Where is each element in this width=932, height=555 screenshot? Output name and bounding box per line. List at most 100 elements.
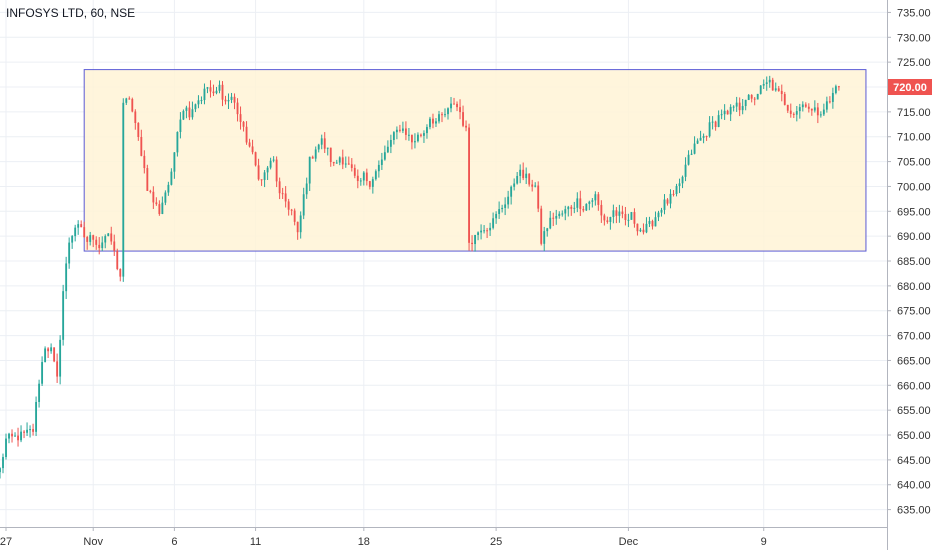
candle	[338, 156, 341, 166]
candle	[513, 178, 516, 191]
candle-body	[188, 107, 191, 118]
candle	[732, 105, 735, 112]
candle-body	[789, 110, 792, 114]
candle-body	[813, 107, 816, 111]
candle-body	[513, 183, 516, 187]
candle	[56, 353, 59, 383]
candle-body	[248, 142, 251, 147]
candle	[83, 221, 86, 238]
candle	[179, 112, 182, 139]
candle-body	[549, 217, 552, 229]
time-axis[interactable]: 27 Nov 6 11 18 25 Dec 9	[0, 527, 887, 550]
price-tick-label: 665.00	[897, 355, 931, 367]
candle-body	[783, 94, 786, 105]
candle-body	[56, 361, 59, 377]
candle	[98, 237, 101, 255]
candle	[248, 138, 251, 148]
candle	[735, 96, 738, 112]
candle	[386, 140, 389, 154]
candle	[810, 108, 813, 116]
candle-body	[792, 113, 795, 115]
candle-body	[86, 237, 89, 242]
candle-body	[170, 171, 173, 185]
candle	[185, 105, 188, 119]
candle	[696, 138, 699, 145]
candle	[552, 212, 555, 227]
candle	[53, 347, 56, 363]
last-price-badge	[888, 79, 932, 96]
candle	[356, 169, 359, 189]
chart-title: INFOSYS LTD, 60, NSE	[6, 6, 136, 20]
candle	[227, 93, 230, 109]
candle	[462, 105, 464, 128]
candle-body	[68, 242, 71, 264]
candle-body	[383, 152, 386, 160]
candle-body	[389, 139, 392, 147]
candle-body	[618, 211, 621, 216]
time-axis-bg	[0, 527, 887, 550]
candle	[224, 95, 227, 105]
candle-body	[284, 193, 287, 202]
candle	[317, 143, 320, 153]
candle-body	[230, 96, 233, 100]
candle-body	[831, 92, 834, 102]
candle-body	[474, 234, 477, 245]
candle	[678, 178, 681, 194]
candle	[807, 103, 810, 113]
candle-body	[561, 213, 564, 215]
candle	[639, 227, 642, 233]
candle	[534, 182, 537, 188]
candle	[359, 177, 362, 186]
candle	[723, 104, 726, 120]
candle	[576, 192, 579, 213]
price-tick-label: 710.00	[897, 132, 931, 144]
candle-body	[266, 167, 269, 173]
candle	[62, 284, 65, 346]
candle	[182, 109, 185, 121]
candle-body	[251, 146, 254, 153]
candle	[119, 268, 122, 282]
candle-body	[672, 193, 675, 195]
candle	[239, 106, 242, 130]
candle-body	[305, 183, 308, 195]
candle-body	[552, 217, 555, 219]
range-box[interactable]	[83, 69, 867, 252]
price-tick-label: 730.00	[897, 32, 931, 44]
candle	[768, 75, 771, 88]
candle	[245, 121, 248, 145]
candle-body	[296, 221, 299, 233]
candle	[350, 158, 353, 172]
candle-body	[576, 198, 579, 208]
candle	[564, 205, 567, 221]
candle	[816, 102, 819, 124]
candle-body	[489, 227, 492, 231]
candle	[588, 200, 591, 211]
candle-body	[212, 91, 215, 94]
candle	[380, 152, 383, 170]
candle	[765, 76, 768, 91]
candle	[798, 103, 801, 119]
candle-body	[116, 250, 119, 269]
candle-body	[642, 229, 645, 233]
candle-body	[492, 218, 495, 228]
candle	[332, 161, 335, 167]
candle-body	[453, 103, 455, 105]
candle-body	[5, 438, 7, 458]
candle-body	[546, 228, 549, 232]
candle-body	[450, 103, 452, 109]
candle	[296, 221, 299, 240]
candle-body	[579, 198, 582, 209]
candle	[194, 103, 197, 113]
candle-body	[272, 159, 275, 161]
price-tick-label: 690.00	[897, 231, 931, 243]
candle	[209, 80, 212, 98]
candle-body	[62, 291, 65, 340]
candle	[188, 101, 191, 121]
candle	[200, 96, 203, 105]
candle-body	[101, 242, 104, 249]
candle	[492, 212, 495, 230]
candle-body	[401, 128, 404, 131]
candle-body	[636, 223, 639, 232]
candle	[176, 131, 179, 157]
candle-body	[693, 143, 696, 154]
